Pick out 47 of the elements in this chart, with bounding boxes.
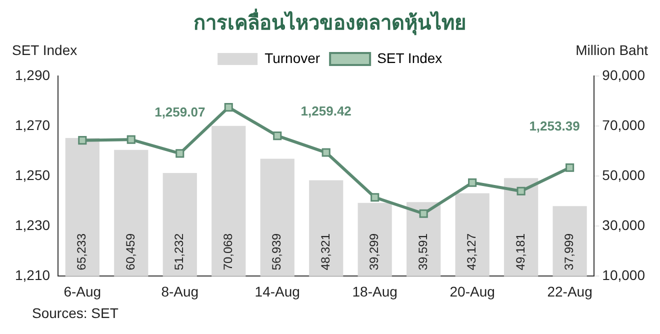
- x-tick-label: 14-Aug: [254, 283, 300, 300]
- x-tick-label: 6-Aug: [64, 283, 102, 300]
- data-label: 60,459: [123, 233, 138, 270]
- point: [224, 102, 233, 112]
- y2-tick-label: 90,000: [602, 66, 646, 83]
- point: [176, 149, 184, 158]
- point: [126, 135, 136, 144]
- y2-tick-label: 10,000: [602, 267, 646, 284]
- point: [370, 193, 380, 202]
- y-tick-label: 1,230: [14, 217, 50, 234]
- point: [322, 148, 330, 157]
- x-tick-label: 18-Aug: [352, 283, 398, 300]
- data-label: 48,321: [318, 233, 332, 270]
- point: [78, 136, 87, 145]
- y-axis-title: SET Index: [12, 42, 78, 58]
- data-label: 70,068: [220, 233, 235, 270]
- y-tick-label: 1,210: [14, 267, 50, 284]
- data-label: 43,127: [464, 233, 479, 270]
- y2-axis-title: Million Baht: [576, 42, 648, 58]
- data-label: 56,939: [270, 233, 284, 270]
- y-tick-label: 1,270: [14, 116, 50, 133]
- data-label: 51,232: [172, 233, 186, 270]
- legend-label: Turnover: [264, 50, 320, 66]
- y-tick-label: 1,290: [14, 66, 50, 83]
- data-label: 1,253.39: [529, 118, 580, 134]
- y-tick-label: 1,250: [14, 166, 50, 183]
- data-label: 65,233: [74, 233, 89, 270]
- x-tick-label: 8-Aug: [161, 283, 199, 300]
- point: [566, 163, 574, 172]
- y2-tick-label: 30,000: [602, 217, 646, 234]
- data-label: 37,999: [562, 233, 576, 270]
- x-tick-label: 20-Aug: [450, 283, 495, 300]
- data-label: 39,299: [367, 233, 382, 270]
- data-label: 1,259.42: [300, 104, 352, 119]
- point: [273, 132, 282, 140]
- chart-title: การเคลื่อนไหวของตลาดหุ้นไทย: [194, 8, 466, 36]
- data-label: 49,181: [513, 233, 528, 270]
- data-label: 39,591: [416, 233, 430, 270]
- legend-label: SET Index: [377, 50, 442, 66]
- x-tick-label: 22-Aug: [547, 283, 592, 300]
- point: [468, 178, 477, 187]
- source-note: Sources: SET: [31, 304, 120, 322]
- point: [516, 186, 526, 196]
- point: [419, 209, 428, 218]
- y2-tick-label: 70,000: [602, 116, 646, 133]
- data-label: 1,259.07: [154, 104, 206, 120]
- y2-tick-label: 50,000: [602, 166, 646, 183]
